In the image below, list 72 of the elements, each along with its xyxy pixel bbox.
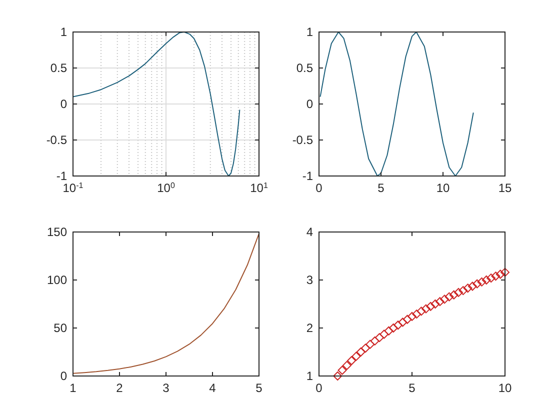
- y-tick-label: 0.5: [296, 61, 314, 75]
- point: [361, 344, 370, 353]
- y-tick-label: 0.5: [50, 61, 68, 75]
- point: [463, 284, 472, 293]
- point: [496, 270, 505, 279]
- x-tick-label: 10: [498, 381, 512, 395]
- point: [416, 306, 426, 316]
- x-tick-label: 1: [70, 381, 77, 395]
- line-series: [72, 233, 260, 374]
- point: [408, 312, 416, 321]
- point: [384, 326, 394, 336]
- point: [352, 352, 361, 361]
- y-tick-label: 0: [306, 97, 314, 111]
- point: [486, 274, 496, 283]
- point: [454, 288, 463, 297]
- x-tick-label: 5: [256, 381, 263, 395]
- point: [338, 366, 347, 375]
- point: [412, 310, 422, 319]
- y-tick-label: 50: [54, 321, 68, 335]
- point: [477, 277, 486, 286]
- point: [394, 320, 403, 330]
- y-tick-label: 150: [46, 225, 68, 239]
- y-tick-label: -1: [56, 169, 68, 183]
- point: [500, 268, 510, 277]
- point: [356, 348, 366, 356]
- x-tick-label: 10$^{0}$: [157, 180, 176, 195]
- x-tick-label: 15: [498, 181, 512, 195]
- point: [430, 300, 440, 308]
- y-tick-label: 1: [306, 25, 314, 39]
- line-series: [320, 32, 474, 176]
- y-tick-label: 1: [60, 25, 68, 39]
- x-tick-label: 10$^{1}$: [250, 180, 268, 195]
- y-tick-label: -0.5: [292, 133, 314, 147]
- point: [426, 302, 436, 311]
- point: [380, 330, 389, 339]
- y-tick-label: 1: [306, 369, 314, 383]
- point: [491, 272, 500, 281]
- point: [435, 297, 444, 306]
- point: [347, 356, 356, 366]
- point: [444, 292, 454, 302]
- x-tick-label: 0: [316, 381, 323, 395]
- x-tick-label: 5: [378, 181, 385, 195]
- y-tick-label: 4: [306, 225, 314, 239]
- y-tick-label: -0.5: [46, 133, 68, 147]
- point: [482, 276, 491, 284]
- point: [374, 333, 384, 342]
- x-tick-label: 0: [316, 181, 323, 195]
- y-tick-label: 100: [46, 273, 68, 287]
- point: [402, 314, 412, 324]
- point: [458, 286, 468, 296]
- point: [468, 282, 477, 291]
- point: [449, 290, 458, 300]
- x-tick-label: 4: [209, 381, 216, 395]
- x-tick-label: 3: [162, 381, 170, 395]
- point: [421, 304, 430, 314]
- point: [366, 340, 375, 349]
- y-tick-label: -1: [302, 169, 314, 183]
- point: [370, 336, 380, 346]
- point: [342, 360, 352, 370]
- y-tick-label: 0: [60, 97, 68, 111]
- point: [388, 324, 398, 332]
- y-tick-label: 0: [60, 369, 68, 383]
- x-tick-label: 10$^{-1}$: [62, 180, 84, 195]
- x-tick-label: 5: [408, 381, 416, 395]
- y-tick-label: 2: [306, 321, 314, 335]
- point: [472, 279, 482, 288]
- x-tick-label: 2: [116, 381, 124, 395]
- point: [398, 318, 408, 327]
- point: [440, 294, 450, 304]
- point: [333, 372, 342, 380]
- x-tick-label: 10: [436, 181, 450, 195]
- y-tick-label: 3: [306, 273, 314, 287]
